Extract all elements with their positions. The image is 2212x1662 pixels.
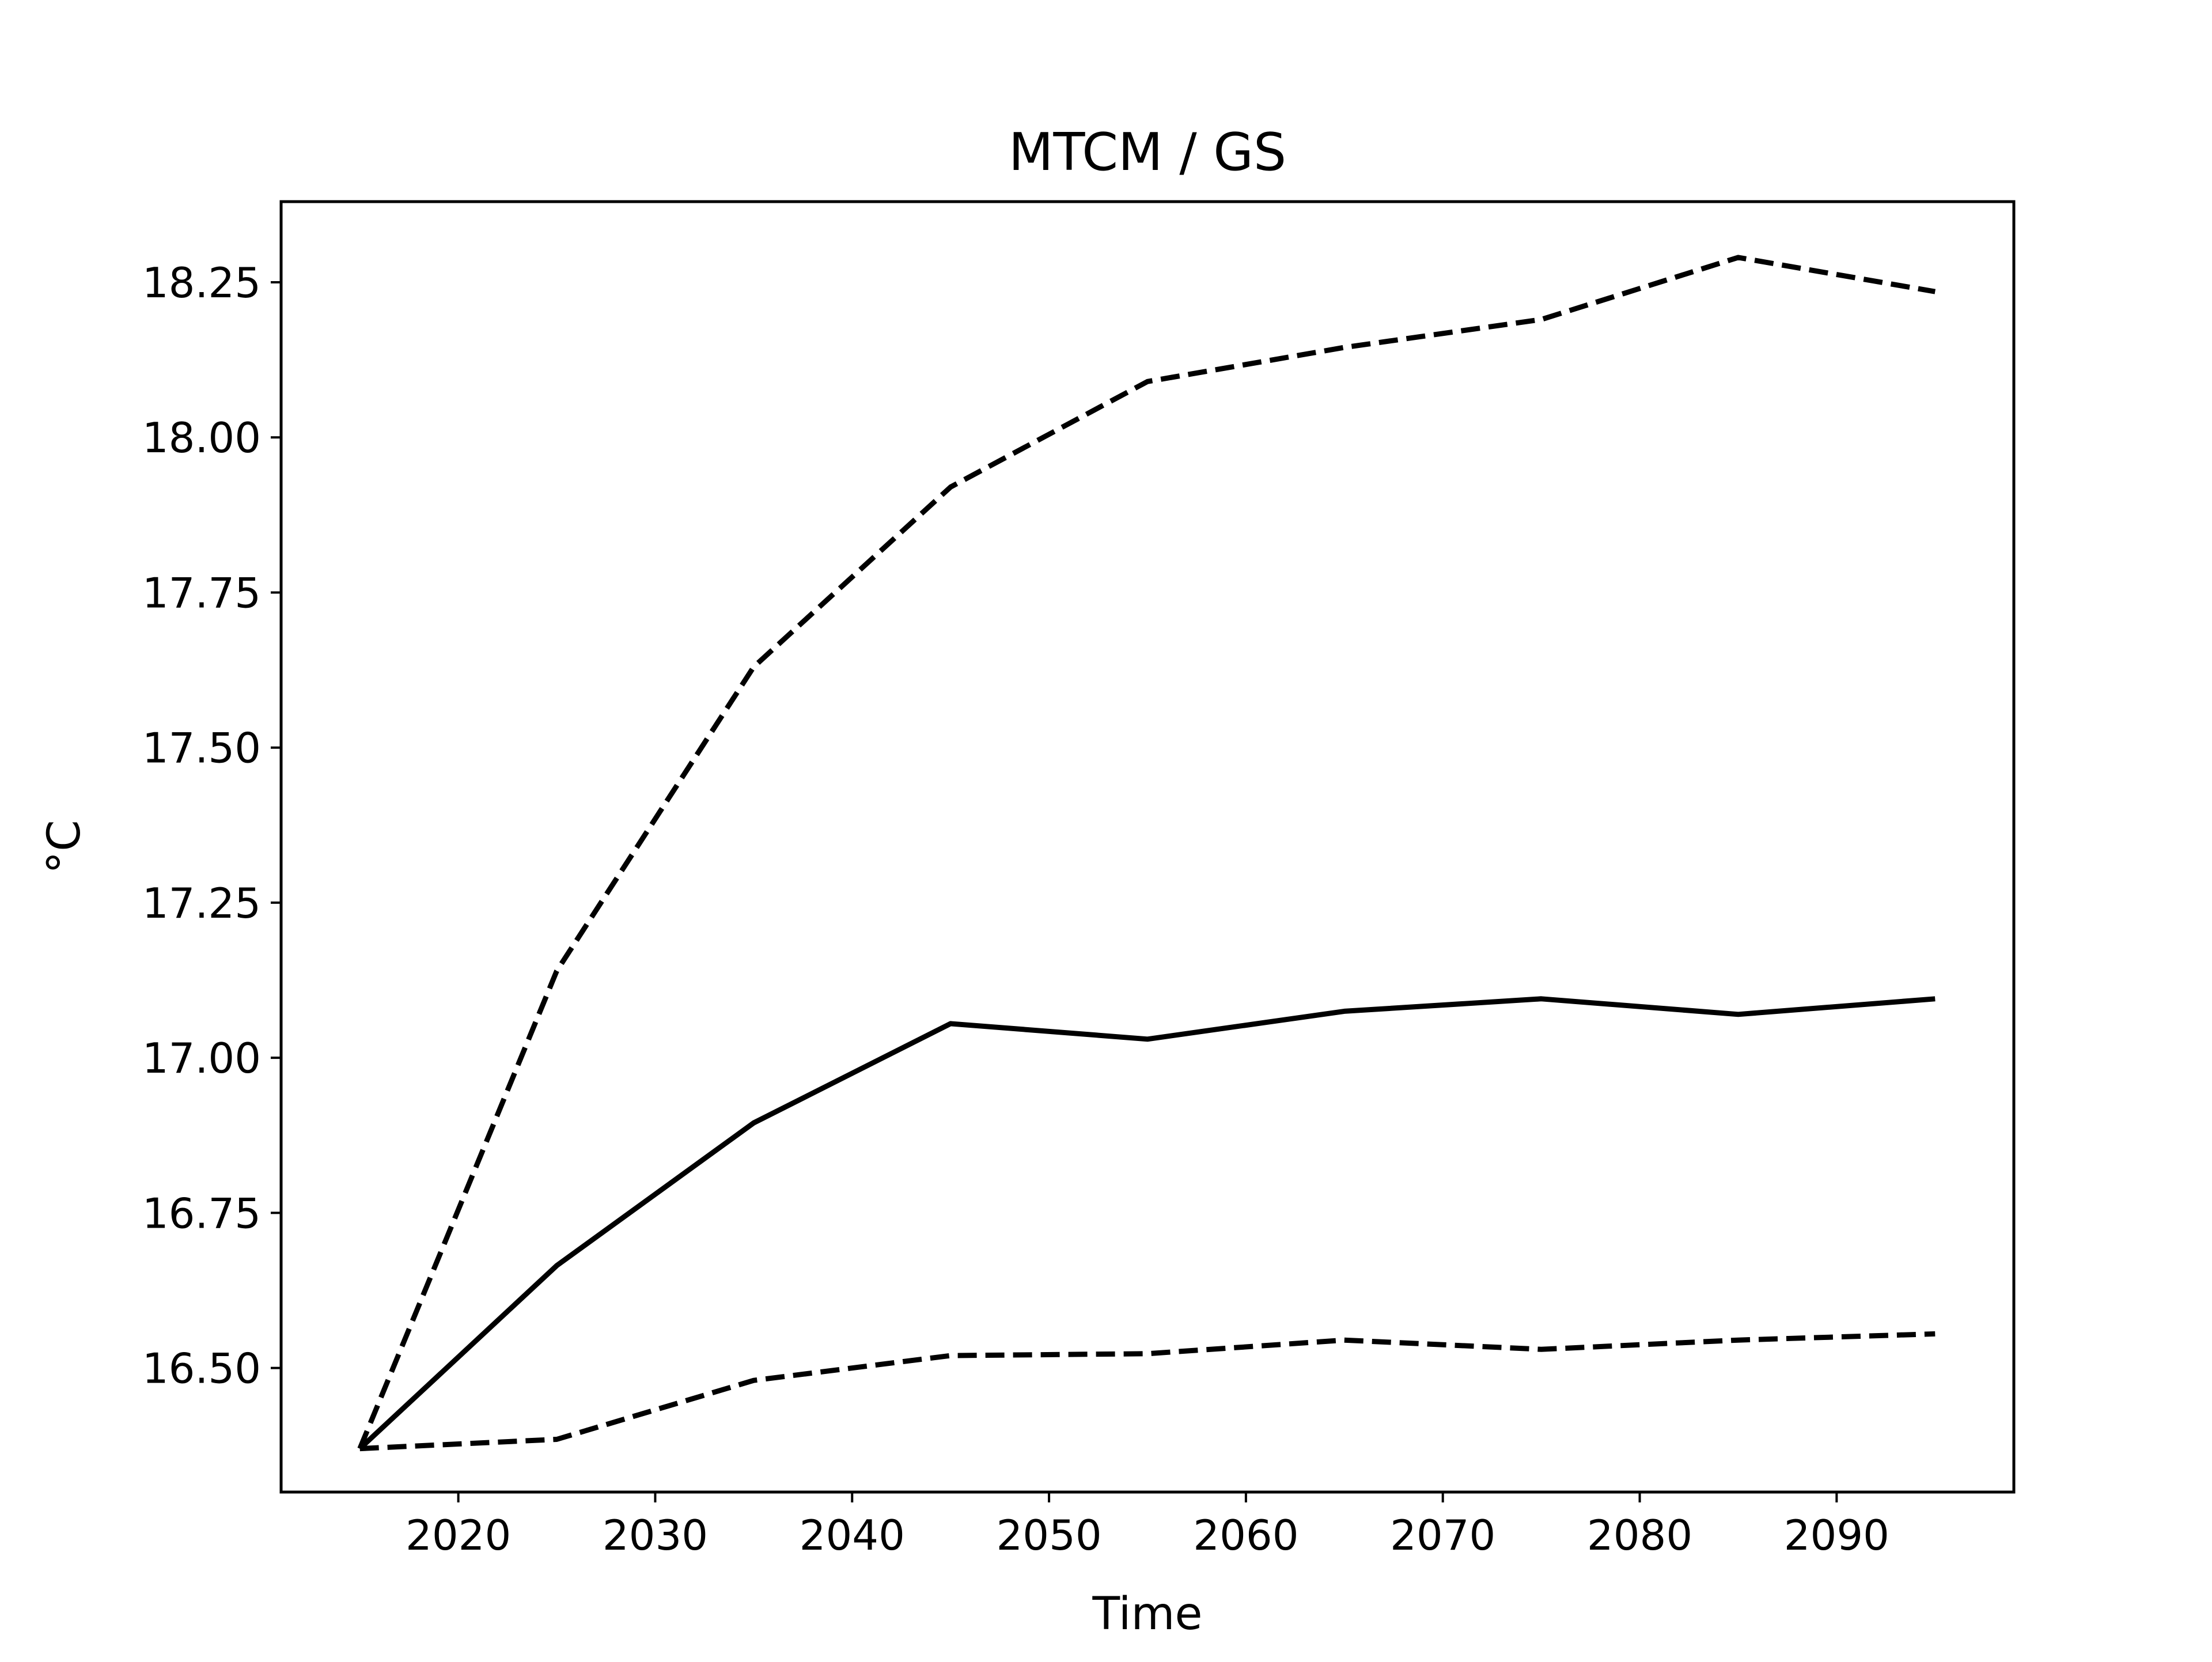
x-tick-label: 2050	[996, 1511, 1101, 1559]
x-tick-label: 2040	[800, 1511, 905, 1559]
x-tick-label: 2080	[1587, 1511, 1692, 1559]
y-tick-label: 16.50	[142, 1345, 261, 1393]
y-axis-label: °C	[39, 820, 90, 873]
x-tick-label: 2070	[1390, 1511, 1495, 1559]
series-line-2	[358, 996, 1936, 1451]
plot-frame	[279, 200, 2016, 1494]
y-axis: 16.50 16.75 17.00 17.25 17.50 17.75 18.00 18.25	[142, 259, 281, 1393]
series-line-3	[359, 1331, 1936, 1452]
x-axis: 2020 2030 2040 2050 2060 2070 2080 2090	[406, 1492, 1889, 1559]
y-tick-label: 17.75	[142, 569, 261, 617]
y-tick-label: 17.00	[142, 1034, 261, 1082]
chart-title: MTCM / GS	[1009, 122, 1286, 183]
plot-area	[357, 255, 1936, 1452]
x-tick-label: 2020	[406, 1511, 511, 1559]
y-tick-label: 17.25	[142, 879, 261, 927]
series-line-1	[357, 255, 1936, 1450]
y-tick-label: 18.00	[142, 414, 261, 462]
x-tick-label: 2090	[1784, 1511, 1889, 1559]
y-tick-label: 18.25	[142, 259, 261, 307]
y-tick-label: 16.75	[142, 1189, 261, 1237]
y-tick-label: 17.50	[142, 724, 261, 773]
x-tick-label: 2030	[603, 1511, 708, 1559]
x-tick-label: 2060	[1193, 1511, 1298, 1559]
x-axis-label: Time	[1092, 1588, 1203, 1640]
